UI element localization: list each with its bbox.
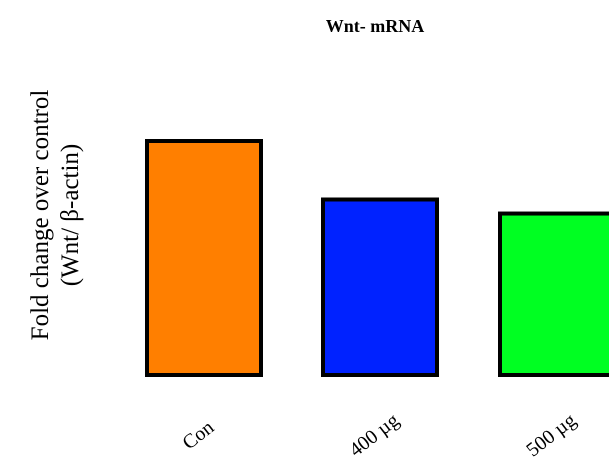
y-axis-label: Fold change over control (Wnt/ β-actin): [27, 90, 84, 341]
x-tick-labels: Con 400 µg 500 µg: [178, 409, 580, 461]
x-tick-label-con: Con: [178, 416, 218, 454]
bar-series: [145, 139, 609, 377]
x-tick-label-500-g: 500 µg: [522, 409, 580, 461]
bar-400-g: [321, 197, 439, 377]
chart-title: Wnt- mRNA: [326, 16, 425, 36]
y-axis-label-line-2: (Wnt/ β-actin): [57, 144, 84, 287]
bar-500-g: [498, 211, 609, 377]
bar-con: [145, 139, 263, 377]
x-tick-label-400-g: 400 µg: [345, 409, 403, 461]
y-axis-label-line-1: Fold change over control: [27, 90, 54, 341]
